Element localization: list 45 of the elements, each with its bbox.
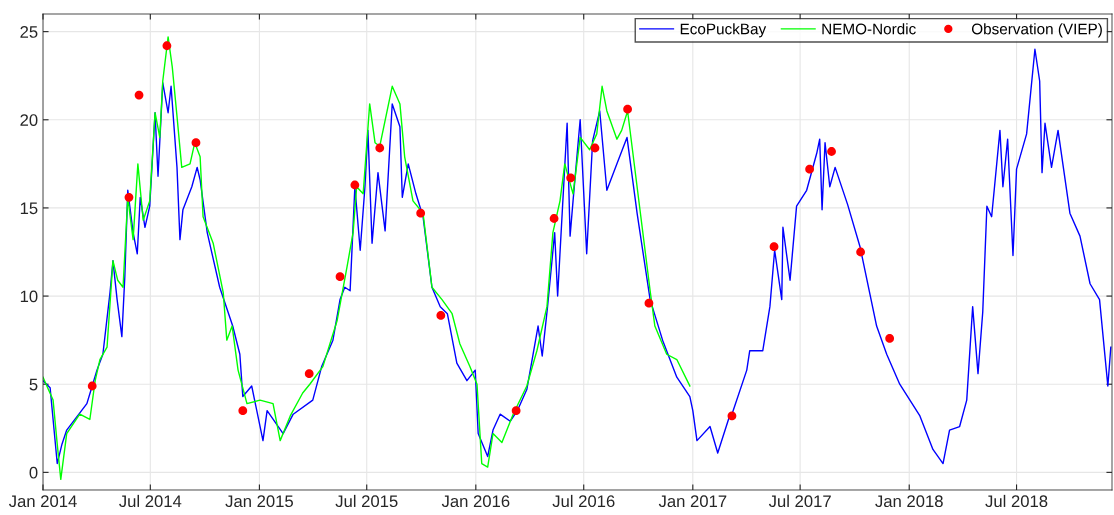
point — [769, 242, 779, 252]
y-tick-label: 25 — [20, 26, 38, 38]
point — [191, 138, 201, 148]
point — [134, 90, 144, 100]
point — [549, 214, 559, 223]
point — [623, 104, 632, 114]
x-tick-label: Jul 2015 — [335, 494, 398, 508]
x-tick-label: Jan 2014 — [8, 495, 77, 508]
y-tick-label: 15 — [20, 202, 38, 215]
x-tick-label: Jan 2016 — [441, 495, 510, 508]
line-series — [43, 36, 691, 481]
point — [511, 406, 521, 416]
point — [304, 369, 314, 379]
x-tick-label: Jul 2018 — [985, 494, 1048, 508]
legend-label: Observation (VIEP) — [971, 23, 1102, 38]
point — [238, 406, 248, 416]
point — [335, 272, 345, 282]
point — [827, 147, 836, 156]
point — [644, 298, 654, 308]
x-tick-label: Jan 2018 — [875, 495, 943, 508]
y-tick-label: 20 — [20, 114, 38, 126]
x-tick-label: Jul 2014 — [119, 494, 182, 508]
point — [375, 143, 385, 153]
y-tick-label: 10 — [20, 290, 38, 303]
point — [124, 192, 134, 202]
point — [885, 333, 895, 343]
point — [87, 381, 97, 391]
point — [590, 143, 600, 153]
point — [566, 173, 576, 183]
x-tick-label: Jul 2017 — [768, 494, 831, 508]
y-tick-label: 0 — [29, 466, 38, 479]
point — [416, 208, 426, 218]
line-series — [43, 48, 1112, 465]
y-tick-label: 5 — [29, 378, 38, 391]
point — [727, 411, 737, 421]
x-tick-label: Jul 2016 — [552, 494, 615, 508]
legend-label: EcoPuckBay — [680, 23, 767, 38]
x-tick-label: Jan 2015 — [225, 495, 293, 508]
point — [805, 164, 815, 174]
point — [162, 41, 172, 51]
point — [350, 180, 360, 190]
x-tick-label: Jan 2017 — [658, 495, 727, 508]
point — [436, 311, 446, 320]
point — [856, 247, 865, 257]
legend-label: NEMO-Nordic — [822, 23, 916, 35]
